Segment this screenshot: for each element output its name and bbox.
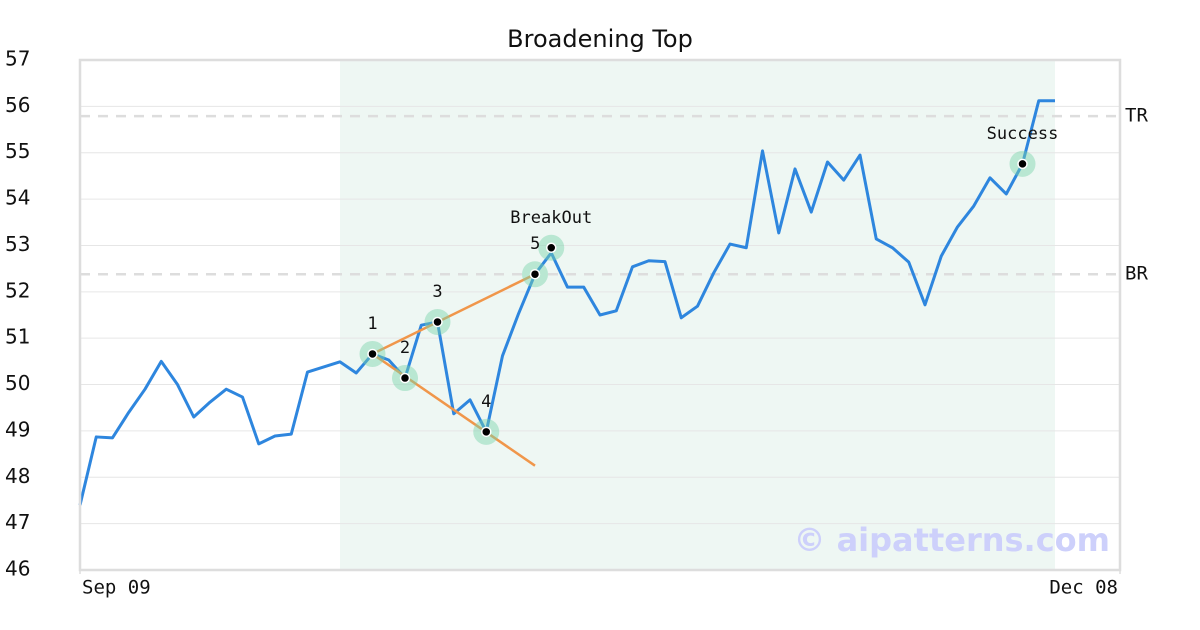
y-tick-label: 55 [5,139,30,163]
y-tick-label: 49 [5,417,30,441]
pattern-region [340,60,1055,570]
marker-dot [546,242,557,254]
marker-dot [432,316,443,328]
marker-dot [529,268,541,280]
marker-label: 2 [400,338,410,358]
level-label: TR [1125,105,1148,127]
y-tick-label: 52 [5,278,30,302]
y-tick-label: 48 [5,464,30,488]
marker-label: 4 [481,392,491,412]
trendline [371,273,536,356]
chart-title: Broadening Top [507,25,693,53]
trendline [371,352,536,467]
y-tick-label: 57 [5,47,30,71]
x-tick-label: Sep 09 [82,577,151,599]
plot-frame [78,58,1122,572]
y-tick-label: 46 [5,557,30,581]
marker-note: BreakOut [510,208,592,228]
marker-label: 5 [530,234,540,254]
marker-dot [1017,158,1028,170]
y-tick-label: 51 [5,325,30,349]
marker-dot [399,372,411,384]
price-line [78,99,1055,506]
marker-label: 1 [367,314,377,334]
level-label: BR [1125,263,1148,285]
y-tick-label: 53 [5,232,30,256]
marker-dot [481,426,492,438]
y-tick-label: 47 [5,510,30,534]
marker-label: Success [987,124,1059,144]
x-tick-label: Dec 08 [1049,577,1118,599]
y-tick-label: 50 [5,371,30,395]
watermark: © aipatterns.com [793,521,1110,559]
y-tick-label: 54 [5,186,30,210]
marker-dot [367,348,378,360]
y-tick-label: 56 [5,93,30,117]
marker-label: 3 [432,282,442,302]
